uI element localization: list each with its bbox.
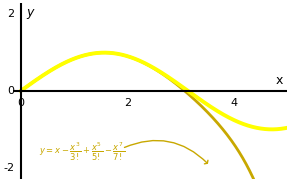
- Text: x: x: [276, 74, 283, 87]
- Text: 0: 0: [7, 86, 14, 96]
- Text: -2: -2: [3, 163, 14, 173]
- Text: 2: 2: [124, 98, 131, 108]
- Text: y: y: [26, 6, 33, 19]
- Text: 2: 2: [7, 9, 14, 19]
- Text: 0: 0: [17, 98, 24, 108]
- Text: 4: 4: [230, 98, 238, 108]
- Text: $y = x - \dfrac{x^3}{3!} + \dfrac{x^5}{5!} - \dfrac{x^7}{7!}$: $y = x - \dfrac{x^3}{3!} + \dfrac{x^5}{5…: [39, 141, 126, 163]
